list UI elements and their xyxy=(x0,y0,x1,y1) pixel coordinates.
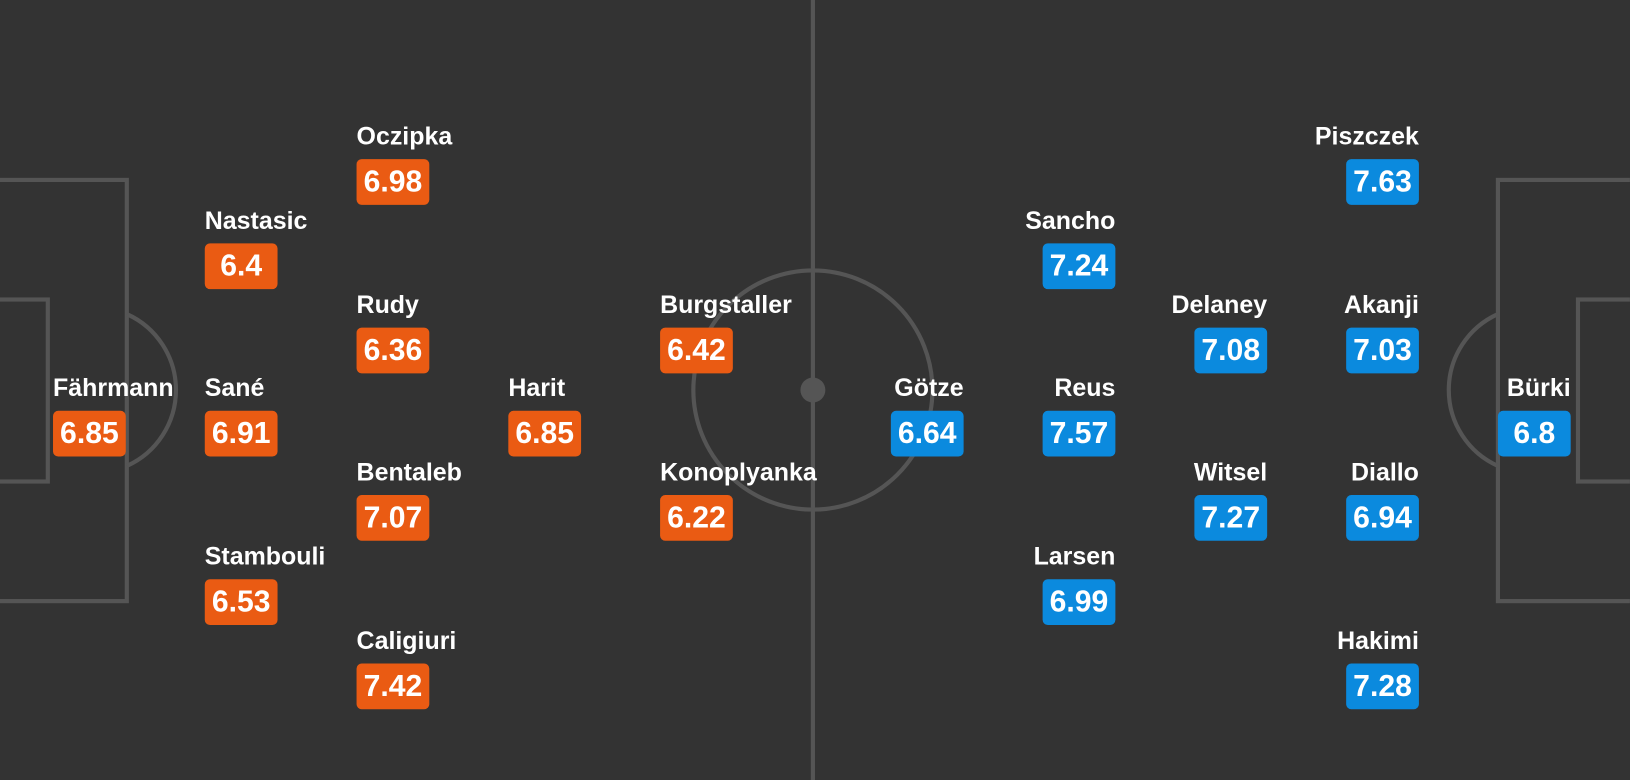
player-name: Sancho xyxy=(1025,206,1116,235)
rating-badge: 7.24 xyxy=(1042,243,1116,289)
player-name: Reus xyxy=(1054,374,1116,403)
player-name: Diallo xyxy=(1350,458,1419,487)
player: Sané 6.91 xyxy=(204,374,413,457)
rating-badge: 6.85 xyxy=(508,411,582,457)
player-name: Fährmann xyxy=(53,374,174,403)
player: Rudy 6.36 xyxy=(356,290,565,373)
rating-badge: 6.42 xyxy=(660,327,733,373)
rating-badge: 6.36 xyxy=(356,327,430,373)
rating-badge: 7.63 xyxy=(1346,159,1419,205)
rating-badge: 6.94 xyxy=(1346,495,1419,541)
player: Nastasic 6.4 xyxy=(204,206,413,289)
player: Oczipka 6.98 xyxy=(356,122,565,205)
left-penalty-box xyxy=(0,177,129,604)
right-penalty-box xyxy=(1495,177,1630,604)
player: Harit 6.85 xyxy=(508,375,716,457)
player: Witsel 7.27 xyxy=(1059,458,1268,541)
player: Konoplyanka 6.22 xyxy=(660,459,868,541)
player-name: Caligiuri xyxy=(356,626,457,655)
player-name: Hakimi xyxy=(1337,626,1419,655)
player-name: Sané xyxy=(204,374,265,403)
player: Bürki 6.8 xyxy=(1363,375,1571,457)
player-name: Oczipka xyxy=(356,122,453,151)
player: Piszczek 7.63 xyxy=(1211,123,1419,205)
rating-badge: 6.64 xyxy=(890,411,964,457)
player: Larsen 6.99 xyxy=(907,542,1116,626)
rating-badge: 6.98 xyxy=(356,159,430,205)
player-name: Stambouli xyxy=(204,542,326,571)
player: Götze 6.64 xyxy=(756,375,964,457)
rating-badge: 6.8 xyxy=(1497,411,1571,457)
right-penalty-arc xyxy=(1446,312,1499,468)
player-name: Akanji xyxy=(1344,290,1419,319)
player: Sancho 7.24 xyxy=(907,206,1116,289)
player-name: Konoplyanka xyxy=(660,458,817,487)
player-name: Bürki xyxy=(1506,374,1571,403)
player-name: Rudy xyxy=(356,290,419,319)
rating-badge: 7.42 xyxy=(356,663,430,710)
rating-badge: 7.07 xyxy=(356,495,430,541)
right-goal-box xyxy=(1575,297,1630,484)
rating-badge: 7.28 xyxy=(1346,663,1419,710)
player: Caligiuri 7.42 xyxy=(356,626,565,710)
left-goal-box xyxy=(0,297,50,484)
player: Hakimi 7.28 xyxy=(1211,626,1419,710)
player: Delaney 7.08 xyxy=(1059,290,1268,373)
player: Reus 7.57 xyxy=(907,374,1116,457)
left-penalty-arc xyxy=(125,312,179,468)
rating-badge: 6.85 xyxy=(53,411,126,457)
player: Diallo 6.94 xyxy=(1211,459,1419,541)
rating-badge: 6.22 xyxy=(660,495,733,541)
center-spot xyxy=(800,377,826,403)
player: Stambouli 6.53 xyxy=(204,542,413,626)
center-circle xyxy=(691,268,935,512)
rating-badge: 7.57 xyxy=(1042,411,1116,457)
player-name: Harit xyxy=(508,374,566,403)
rating-badge: 6.99 xyxy=(1042,579,1116,626)
player-name: Larsen xyxy=(1033,542,1116,571)
rating-badge: 6.91 xyxy=(204,411,278,457)
rating-badge: 6.4 xyxy=(204,243,278,289)
player-name: Piszczek xyxy=(1314,122,1419,151)
player: Burgstaller 6.42 xyxy=(660,291,868,373)
player-name: Nastasic xyxy=(204,206,308,235)
rating-badge: 6.53 xyxy=(204,579,278,626)
player-name: Witsel xyxy=(1193,458,1268,487)
rating-badge: 7.03 xyxy=(1346,327,1419,373)
player-name: Burgstaller xyxy=(660,290,792,319)
player: Fährmann 6.85 xyxy=(53,375,261,457)
player-name: Bentaleb xyxy=(356,458,462,487)
player: Akanji 7.03 xyxy=(1211,291,1419,373)
rating-badge: 7.27 xyxy=(1194,495,1268,541)
rating-badge: 7.08 xyxy=(1194,327,1268,373)
player-name: Delaney xyxy=(1171,290,1268,319)
player-name: Götze xyxy=(894,374,964,403)
player: Bentaleb 7.07 xyxy=(356,458,565,541)
